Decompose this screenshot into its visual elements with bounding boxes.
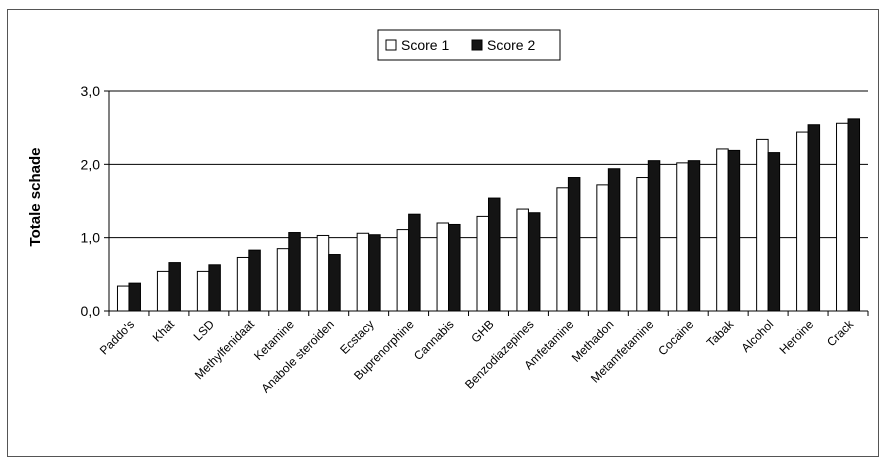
bar-score-2 <box>727 149 741 312</box>
bar-score-2 <box>527 212 541 312</box>
bar-score-1 <box>516 208 529 312</box>
bar-score-1 <box>716 148 729 312</box>
bar-score-1 <box>116 285 130 312</box>
x-tick-label: Heroine <box>777 317 817 357</box>
x-tick-label: Cannabis <box>411 317 457 363</box>
bar-score-1 <box>276 248 290 312</box>
bar-score-1 <box>756 138 769 312</box>
bar-score-2 <box>448 223 461 312</box>
bar-score-1 <box>676 162 689 312</box>
legend: Score 1 Score 2 <box>377 29 561 61</box>
x-tick-label: Ecstacy <box>337 317 377 357</box>
x-tick-label: Crack <box>824 317 857 350</box>
bar-score-1 <box>796 131 809 312</box>
bar-score-1 <box>196 270 210 312</box>
bar-score-2 <box>647 160 661 312</box>
bar-score-1 <box>596 184 609 312</box>
bar-score-1 <box>436 222 450 312</box>
bar-score-2 <box>567 177 581 312</box>
chart-frame: Score 1 Score 2 Totale schade 0,0 1,0 2,0 3… <box>7 9 879 457</box>
bar-score-2 <box>408 213 421 312</box>
bar-score-2 <box>248 249 261 312</box>
x-tick-label: Anabole steroiden <box>259 317 337 395</box>
x-axis-labels: Paddo's Khat LSDMethylfenidaatKetamineAnab… <box>97 311 869 396</box>
bar-score-1 <box>236 256 250 312</box>
bar-score-2 <box>767 152 781 312</box>
bar-score-2 <box>368 234 381 312</box>
legend-label-score-1: Score 1 <box>401 37 449 53</box>
bar-score-2 <box>288 232 301 312</box>
bar-score-1 <box>636 177 649 312</box>
x-tick-label: Cocaine <box>655 317 696 358</box>
bar-score-2 <box>328 254 341 312</box>
y-tick-label: 3,0 <box>81 83 101 99</box>
y-tick-label: 2,0 <box>81 156 101 172</box>
legend-swatch-score-2 <box>471 39 483 51</box>
bar-score-2 <box>687 160 701 312</box>
bar-score-1 <box>396 229 410 312</box>
bar-score-1 <box>556 187 569 312</box>
x-tick-label: LSD <box>191 317 218 344</box>
bar-score-2 <box>488 197 501 312</box>
legend-swatch-score-1 <box>385 39 397 51</box>
bar-score-2 <box>847 118 861 312</box>
bar-score-2 <box>607 168 621 312</box>
bar-score-1 <box>476 215 489 312</box>
bar-score-2 <box>208 264 221 312</box>
y-axis-ticks: 0,0 1,0 2,0 3,0 <box>81 83 109 319</box>
bar-score-1 <box>316 234 330 312</box>
x-tick-label: GHB <box>468 317 496 345</box>
bar-score-2 <box>807 124 821 312</box>
legend-box <box>377 29 561 61</box>
x-tick-label: Tabak <box>704 317 737 350</box>
bars <box>116 118 861 312</box>
x-tick-label: Benzodiazepines <box>462 317 537 392</box>
bar-score-1 <box>156 270 170 312</box>
legend-label-score-2: Score 2 <box>487 37 535 53</box>
bar-score-2 <box>128 282 141 312</box>
bar-score-1 <box>356 232 370 312</box>
x-tick-label: Khat <box>150 317 178 345</box>
bar-score-1 <box>836 122 849 312</box>
y-tick-label: 0,0 <box>81 303 101 319</box>
x-tick-label: Paddo's <box>97 317 137 357</box>
x-tick-label: Alcohol <box>739 317 777 355</box>
y-tick-label: 1,0 <box>81 230 101 246</box>
bar-chart: Score 1 Score 2 Totale schade 0,0 1,0 2,0 3… <box>27 29 869 396</box>
axes <box>108 91 868 312</box>
y-axis-label: Totale schade <box>27 148 44 247</box>
bar-score-2 <box>168 262 181 312</box>
